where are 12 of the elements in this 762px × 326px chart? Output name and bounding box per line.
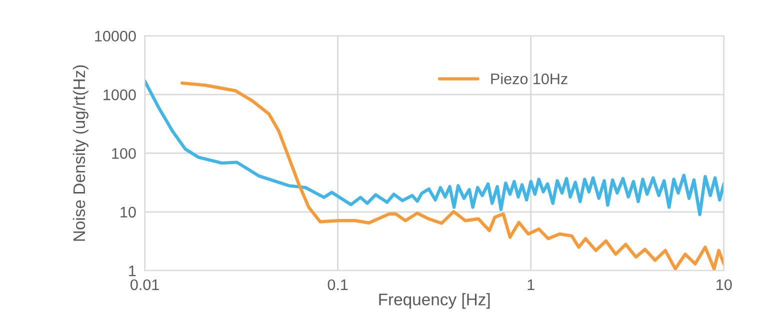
y-axis-title: Noise Density (ug/rt(Hz) xyxy=(72,65,88,241)
y-tick-label: 100 xyxy=(112,148,136,159)
y-tick-label: 1000 xyxy=(104,89,136,100)
x-axis-title: Frequency [Hz] xyxy=(379,293,490,309)
x-tick-label: 1 xyxy=(528,279,534,290)
y-tick-label: 1 xyxy=(129,266,136,276)
x-tick-label: 0.01 xyxy=(130,279,159,290)
legend-label: Piezo 10Hz xyxy=(491,73,568,84)
x-tick-label: 0.1 xyxy=(328,279,348,290)
y-tick-label: 10000 xyxy=(95,30,136,42)
x-tick-label: 10 xyxy=(716,279,732,290)
y-tick-label: 10 xyxy=(120,206,136,218)
